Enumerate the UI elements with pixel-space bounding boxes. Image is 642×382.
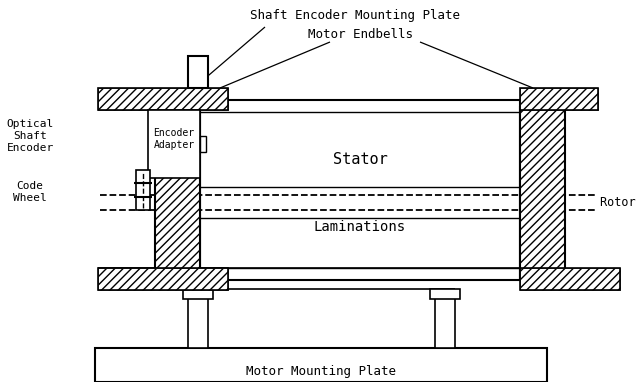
Text: Shaft Encoder Mounting Plate: Shaft Encoder Mounting Plate — [250, 10, 460, 23]
Bar — [155, 107, 200, 280]
Bar — [183, 289, 213, 299]
Bar — [520, 88, 598, 110]
Text: Laminations: Laminations — [314, 220, 406, 234]
Bar — [98, 88, 228, 110]
Bar — [155, 107, 200, 280]
Bar — [520, 268, 620, 290]
Bar — [430, 289, 460, 299]
Bar — [200, 136, 206, 152]
Bar — [95, 348, 547, 382]
Text: Motor Mounting Plate: Motor Mounting Plate — [246, 364, 396, 377]
Text: Code
Wheel: Code Wheel — [13, 181, 47, 203]
Bar — [98, 88, 228, 110]
Bar — [188, 56, 208, 88]
Bar — [98, 268, 228, 290]
Bar — [520, 88, 598, 110]
Bar — [188, 292, 208, 348]
Bar — [520, 268, 620, 290]
Text: Encoder
Adapter: Encoder Adapter — [153, 128, 195, 150]
Bar — [520, 107, 565, 280]
Bar — [148, 110, 200, 178]
Text: Rotor Shaft: Rotor Shaft — [600, 196, 642, 209]
Bar — [98, 268, 228, 290]
Bar — [200, 100, 520, 280]
Bar — [520, 107, 565, 280]
Bar — [435, 292, 455, 348]
Text: Stator: Stator — [333, 152, 387, 167]
Bar — [136, 170, 150, 210]
Text: Motor Endbells: Motor Endbells — [308, 28, 413, 40]
Text: Optical
Shaft
Encoder: Optical Shaft Encoder — [6, 120, 54, 152]
